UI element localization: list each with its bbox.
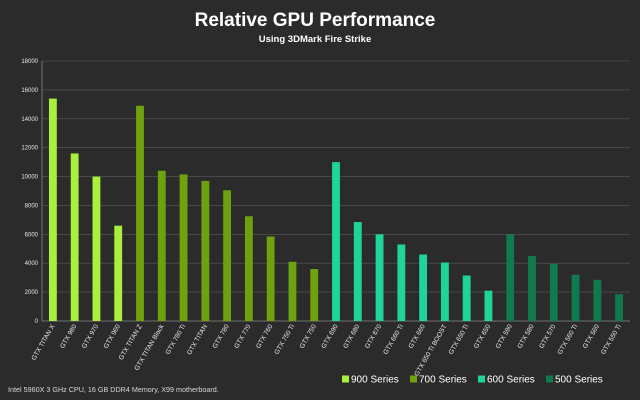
x-tick-label: GTX TITAN X (31, 323, 57, 362)
x-tick-label: GTX 590 (495, 323, 514, 350)
legend-label: 700 Series (419, 375, 467, 386)
legend-swatch (342, 375, 349, 383)
bar (484, 290, 493, 321)
y-tick-label: 14000 (21, 117, 38, 123)
bar (92, 176, 101, 321)
y-tick-label: 4000 (25, 261, 39, 267)
legend: 900 Series 700 Series 600 Series 500 Series (342, 375, 603, 386)
bar (571, 274, 580, 321)
bar (310, 269, 319, 321)
legend-swatch (410, 375, 417, 383)
x-tick-label: GTX 650 Ti (448, 323, 471, 356)
bar (615, 294, 624, 321)
bar (70, 153, 79, 321)
bar (266, 236, 275, 321)
y-tick-label: 2000 (25, 290, 39, 296)
bar (332, 162, 340, 321)
x-tick-label: GTX 970 (81, 323, 100, 350)
bar (462, 275, 471, 321)
x-tick-label: GTX 980 (59, 323, 78, 350)
bar (201, 180, 210, 321)
bar (244, 216, 253, 321)
x-tick-label: GTX 560 Ti (557, 323, 580, 356)
chart-title: Relative GPU Performance (195, 10, 436, 31)
legend-swatch (546, 375, 553, 383)
bar (549, 263, 558, 321)
bar (506, 234, 515, 321)
bar (375, 234, 384, 321)
bar (288, 261, 297, 321)
bar (593, 279, 602, 321)
x-tick-label: GTX 550 Ti (600, 323, 623, 356)
x-tick-label: GTX 780 Ti (165, 323, 188, 356)
bar (223, 190, 232, 321)
x-tick-label: GTX 750 (299, 323, 318, 350)
bar (179, 174, 188, 321)
bar (419, 254, 428, 321)
legend-swatch (478, 375, 485, 383)
x-axis: GTX TITAN X GTX 980 GTX 970 GTX 960 GTX TITA… (31, 323, 624, 378)
x-tick-label: GTX 770 (233, 323, 252, 350)
y-tick-label: 6000 (25, 232, 39, 238)
x-tick-label: GTX 660 (408, 323, 427, 350)
bar (157, 170, 166, 321)
bar (440, 262, 449, 321)
y-tick-label: 16000 (21, 88, 38, 94)
chart-subtitle: Using 3DMark Fire Strike (259, 34, 371, 45)
x-tick-label: GTX 570 (538, 323, 557, 350)
y-tick-label: 8000 (25, 203, 39, 209)
x-tick-label: GTX 780 (212, 323, 231, 350)
x-tick-label: GTX 760 (255, 323, 274, 350)
x-tick-label: GTX 690 (320, 323, 339, 350)
x-tick-label: GTX 670 (364, 323, 383, 350)
y-tick-label: 10000 (21, 175, 38, 181)
y-tick-label: 12000 (21, 146, 38, 152)
bar (397, 244, 406, 321)
x-tick-label: GTX 960 (103, 323, 122, 350)
legend-label: 900 Series (351, 375, 399, 386)
x-tick-label: GTX 580 (516, 323, 535, 350)
x-tick-label: GTX TITAN (186, 323, 209, 356)
bars (48, 98, 624, 322)
bar (353, 222, 362, 321)
x-tick-label: GTX 650 (473, 323, 492, 350)
bar (48, 98, 57, 321)
bar (136, 105, 144, 322)
y-axis: 0 2000 4000 6000 8000 10000 12000 14000 16000 180… (21, 59, 38, 325)
x-tick-label: GTX 750 Ti (273, 323, 296, 356)
chart-footnote: Intel 5960X 3 GHz CPU, 16 GB DDR4 Memory… (8, 385, 219, 394)
legend-label: 500 Series (555, 375, 603, 386)
bar (114, 225, 123, 321)
y-tick-label: 18000 (21, 59, 38, 65)
x-tick-label: GTX 560 (582, 323, 601, 350)
x-tick-label: GTX 660 Ti (382, 323, 405, 356)
y-tick-label: 0 (35, 319, 39, 325)
bar (528, 256, 536, 321)
legend-label: 600 Series (487, 375, 535, 386)
x-tick-label: GTX 680 (342, 323, 361, 350)
